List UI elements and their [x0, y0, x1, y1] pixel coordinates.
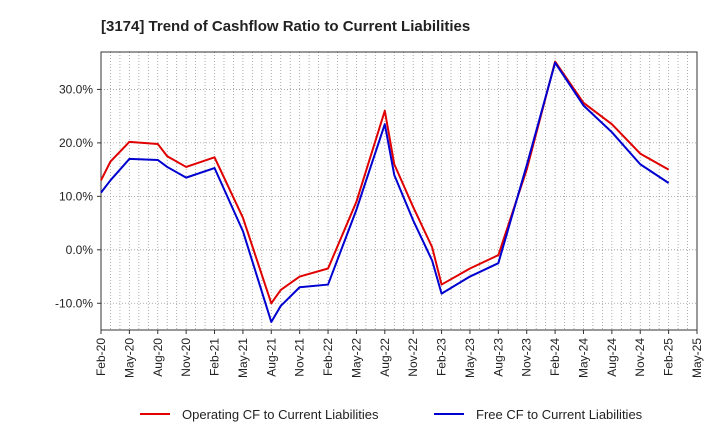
- x-tick-label: Nov-20: [179, 338, 193, 377]
- y-tick-label: 10.0%: [59, 189, 93, 203]
- x-tick-label: May-24: [576, 338, 590, 378]
- y-tick-label: 0.0%: [66, 243, 94, 257]
- chart-title: [3174] Trend of Cashflow Ratio to Curren…: [101, 18, 470, 35]
- x-tick-label: Feb-21: [208, 338, 222, 376]
- x-tick-label: Feb-25: [662, 338, 676, 376]
- y-tick-label: -10.0%: [55, 296, 93, 310]
- x-tick-label: Nov-21: [293, 338, 307, 377]
- x-tick-label: Aug-23: [491, 338, 505, 377]
- x-tick-label: May-25: [690, 338, 704, 378]
- legend-label: Operating CF to Current Liabilities: [182, 407, 379, 422]
- legend: Operating CF to Current Liabilities Free …: [140, 407, 643, 422]
- legend-label: Free CF to Current Liabilities: [476, 407, 643, 422]
- x-tick-label: May-21: [236, 338, 250, 378]
- y-tick-label: 30.0%: [59, 82, 93, 96]
- x-tick-label: Aug-20: [151, 338, 165, 377]
- x-tick-label: Feb-23: [435, 338, 449, 376]
- x-tick-label: Nov-23: [520, 338, 534, 377]
- x-tick-label: Aug-24: [605, 338, 619, 377]
- plot-area: [101, 52, 697, 330]
- x-tick-label: May-20: [122, 338, 136, 378]
- x-tick-label: Feb-24: [548, 338, 562, 376]
- x-tick-label: Feb-22: [321, 338, 335, 376]
- axis-layer: 30.0% 20.0% 10.0% 0.0% -10.0% Feb-20 May-20 Aug…: [55, 51, 704, 378]
- x-tick-label: Aug-21: [264, 338, 278, 377]
- x-tick-label: Feb-20: [94, 338, 108, 376]
- x-tick-label: Aug-22: [378, 338, 392, 377]
- grid-layer: [100, 52, 698, 330]
- series-line-free-cf: [100, 61, 670, 323]
- x-tick-label: Nov-22: [406, 338, 420, 377]
- x-tick-label: May-23: [463, 338, 477, 378]
- x-tick-label: Nov-24: [633, 338, 647, 377]
- x-tick-label: May-22: [349, 338, 363, 378]
- series-layer: [100, 60, 670, 323]
- y-tick-label: 20.0%: [59, 136, 93, 150]
